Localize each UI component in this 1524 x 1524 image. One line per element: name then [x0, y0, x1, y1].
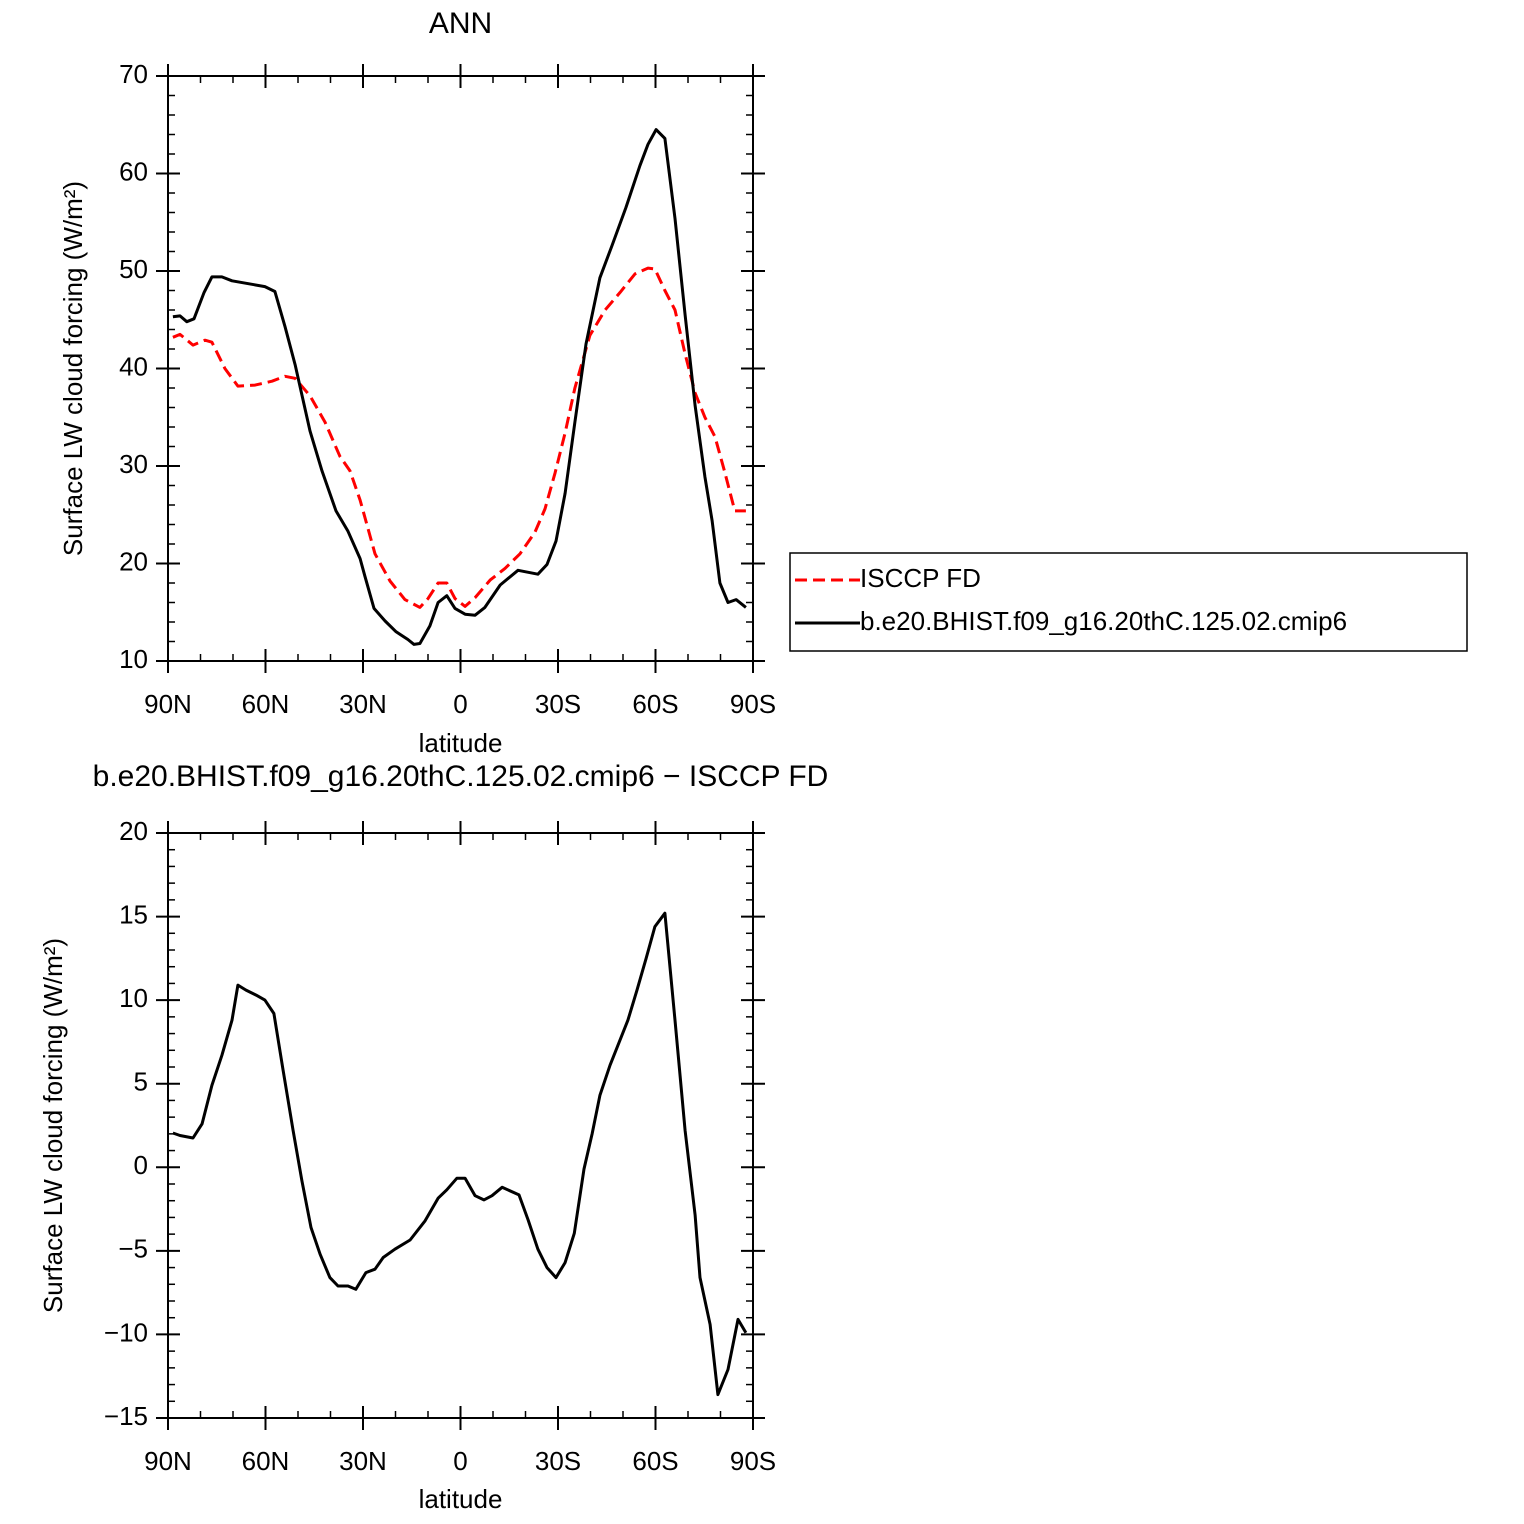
- y-axis-label: Surface LW cloud forcing (W/m²): [58, 181, 88, 556]
- y-tick-label: 20: [119, 546, 148, 576]
- y-axis-label: Surface LW cloud forcing (W/m²): [38, 938, 68, 1313]
- x-tick-label: 30N: [339, 689, 387, 719]
- y-tick-label: 10: [119, 644, 148, 674]
- legend-box: [789, 552, 1468, 652]
- x-tick-label: 0: [453, 689, 467, 719]
- x-tick-label: 30N: [339, 1446, 387, 1476]
- y-tick-label: −5: [118, 1234, 148, 1264]
- x-tick-label: 90S: [730, 689, 776, 719]
- x-tick-label: 60S: [632, 1446, 678, 1476]
- chart-title: ANN: [429, 7, 492, 40]
- x-tick-label: 60S: [632, 689, 678, 719]
- y-tick-label: 10: [119, 983, 148, 1013]
- x-tick-label: 0: [453, 1446, 467, 1476]
- y-tick-label: 5: [134, 1067, 148, 1097]
- data-line: [172, 911, 748, 1397]
- x-tick-label: 30S: [535, 689, 581, 719]
- x-tick-label: 60N: [242, 1446, 290, 1476]
- y-tick-label: −10: [104, 1317, 148, 1347]
- legend-label: b.e20.BHIST.f09_g16.20thC.125.02.cmip6: [860, 606, 1347, 636]
- legend-label: ISCCP FD: [860, 563, 981, 593]
- y-tick-label: −15: [104, 1401, 148, 1431]
- x-tick-label: 30S: [535, 1446, 581, 1476]
- y-tick-label: 50: [119, 254, 148, 284]
- legend: ISCCP FD b.e20.BHIST.f09_g16.20thC.125.02…: [789, 552, 1468, 652]
- y-tick-label: 0: [134, 1150, 148, 1180]
- y-tick-label: 60: [119, 156, 148, 186]
- x-tick-label: 90N: [144, 689, 192, 719]
- y-tick-label: 70: [119, 59, 148, 89]
- y-tick-label: 20: [119, 816, 148, 846]
- x-tick-label: 90N: [144, 1446, 192, 1476]
- y-tick-label: 30: [119, 449, 148, 479]
- plot-frame: [167, 75, 754, 662]
- data-line: [172, 266, 746, 609]
- y-tick-label: 15: [119, 899, 148, 929]
- y-tick-label: 40: [119, 351, 148, 381]
- x-axis-label: latitude: [419, 1484, 503, 1514]
- chart-title: b.e20.BHIST.f09_g16.20thC.125.02.cmip6 −…: [93, 760, 829, 793]
- x-tick-label: 90S: [730, 1446, 776, 1476]
- x-axis-label: latitude: [419, 728, 503, 758]
- x-tick-label: 60N: [242, 689, 290, 719]
- data-line: [172, 128, 747, 646]
